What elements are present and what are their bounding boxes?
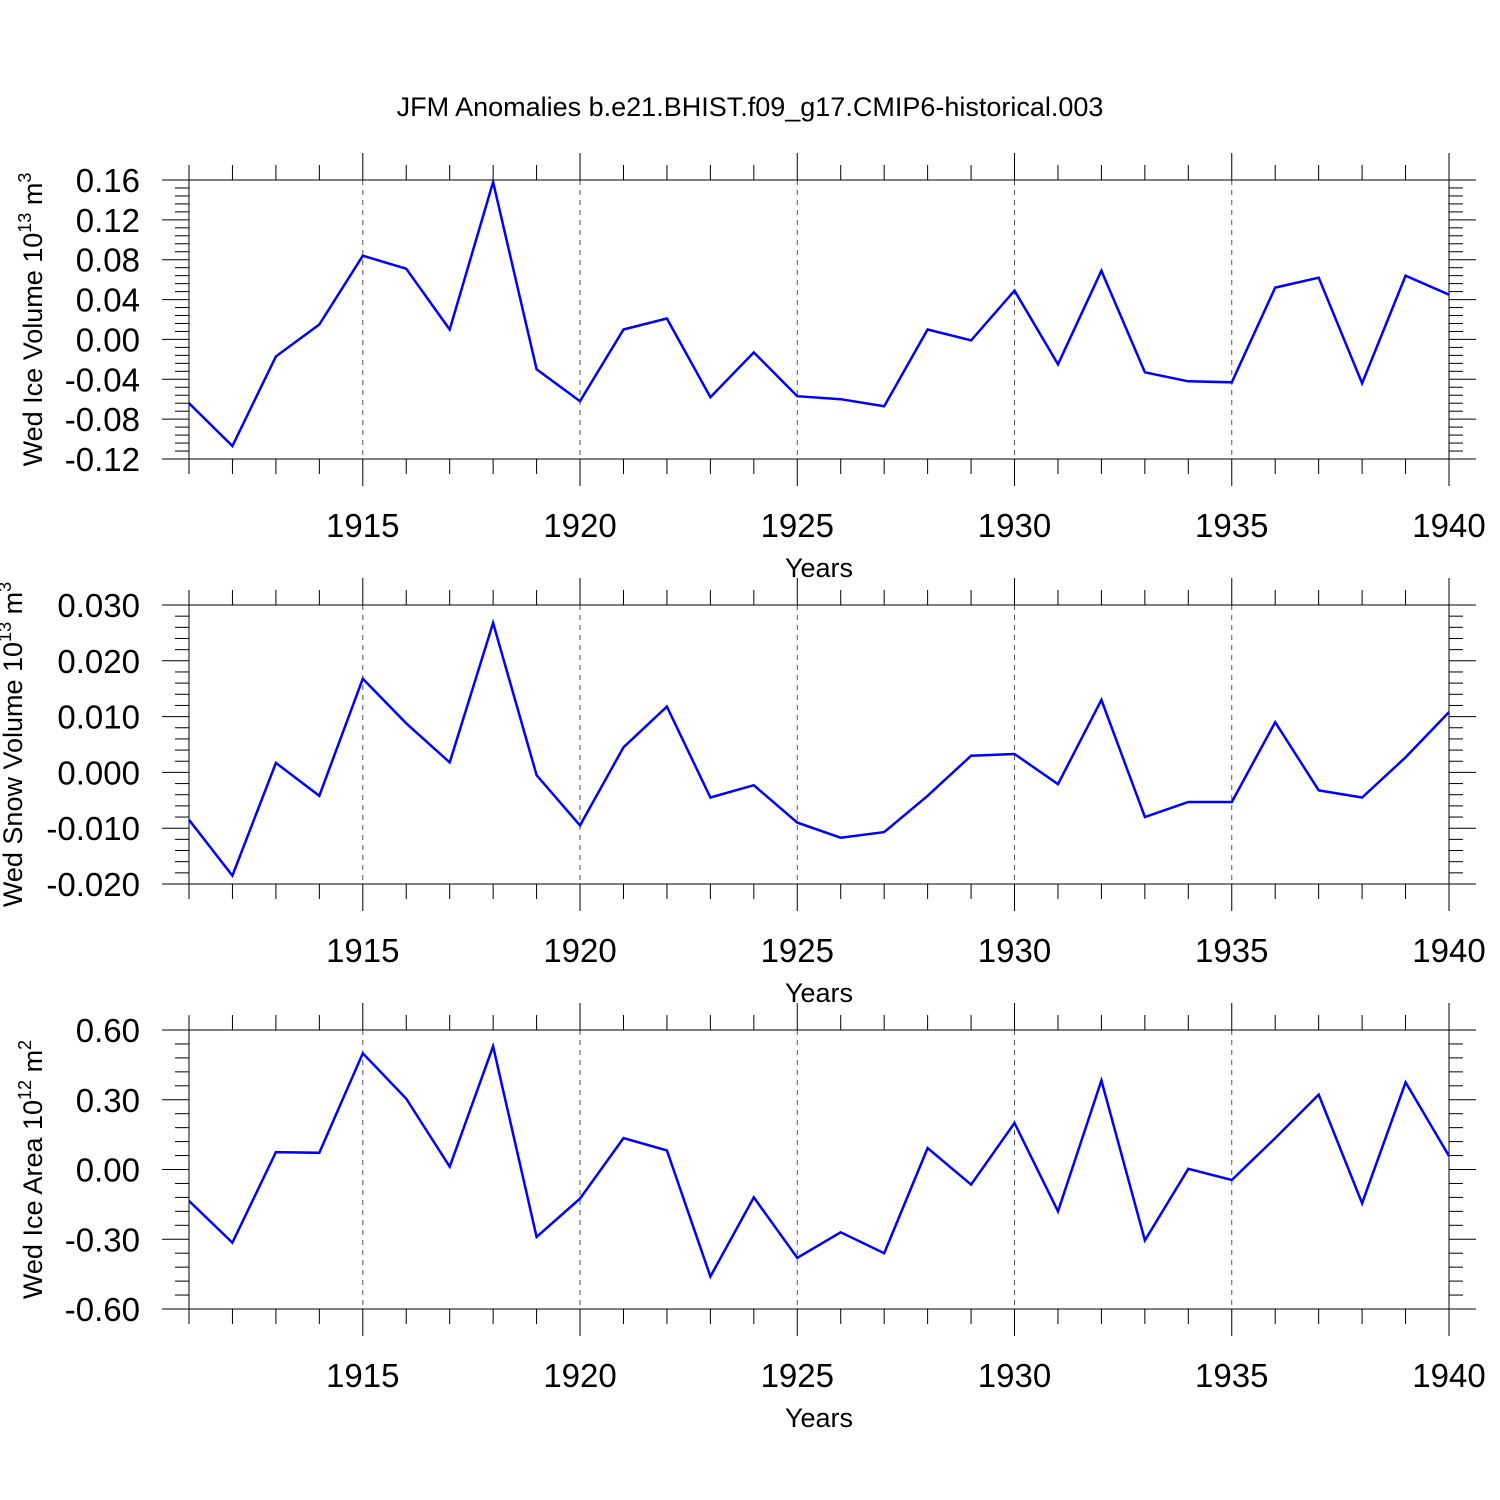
plot-frame: [188, 179, 1450, 460]
y-tick-label: 0.16: [76, 162, 140, 199]
x-tick-label: 1925: [761, 932, 834, 969]
y-tick-label: 0.030: [57, 587, 140, 624]
x-tick-label: 1915: [326, 932, 399, 969]
x-axis-label: Years: [785, 1403, 853, 1433]
y-tick-label: -0.04: [65, 361, 140, 398]
y-tick-label: 0.12: [76, 202, 140, 239]
plot-frame: [188, 604, 1450, 885]
x-tick-label: 1935: [1195, 507, 1268, 544]
y-tick-label: -0.60: [65, 1291, 140, 1328]
x-tick-label: 1940: [1412, 932, 1485, 969]
x-axis-label: Years: [785, 978, 853, 1008]
x-tick-label: 1920: [543, 932, 616, 969]
y-tick-label: 0.00: [76, 1152, 140, 1189]
y-tick-label: -0.30: [65, 1221, 140, 1258]
y-tick-label: 0.020: [57, 643, 140, 680]
chart-panel-3: -0.60 -0.30 0.00 0.30 0.60 1915 1920 1925 1930 19…: [15, 1003, 1486, 1433]
x-tick-label: 1915: [326, 507, 399, 544]
x-tick-label: 1930: [978, 1357, 1051, 1394]
x-tick-label: 1930: [978, 932, 1051, 969]
y-tick-label: -0.010: [46, 810, 140, 847]
x-tick-label: 1915: [326, 1357, 399, 1394]
series-line: [188, 177, 1450, 449]
y-tick-label: 0.30: [76, 1082, 140, 1119]
x-tick-label: 1930: [978, 507, 1051, 544]
x-tick-label: 1925: [761, 1357, 834, 1394]
y-tick-label: -0.12: [65, 441, 140, 478]
y-tick-label: 0.60: [76, 1012, 140, 1049]
y-axis-label: Wed Ice Area 1012 m2: [15, 1040, 48, 1299]
y-tick-label: -0.08: [65, 401, 140, 438]
y-tick-label: -0.020: [46, 866, 140, 903]
x-tick-label: 1940: [1412, 1357, 1485, 1394]
y-tick-label: 0.010: [57, 699, 140, 736]
x-axis-label: Years: [785, 553, 853, 583]
x-tick-label: 1935: [1195, 1357, 1268, 1394]
x-tick-label: 1940: [1412, 507, 1485, 544]
x-tick-label: 1935: [1195, 932, 1268, 969]
chart-panel-2: -0.020 -0.010 0.000 0.010 0.020 0.030 1915 1920…: [0, 578, 1486, 1008]
plot-frame: [188, 1029, 1450, 1310]
y-tick-label: 0.000: [57, 754, 140, 791]
y-tick-label: 0.00: [76, 321, 140, 358]
x-tick-label: 1920: [543, 507, 616, 544]
chart-panel-1: -0.12-0.08-0.040.000.040.080.120.16 1915 1…: [15, 153, 1486, 583]
x-tick-label: 1925: [761, 507, 834, 544]
chart-title: JFM Anomalies b.e21.BHIST.f09_g17.CMIP6-…: [397, 92, 1104, 122]
y-axis-label: Wed Ice Volume 1013 m3: [15, 173, 48, 467]
y-tick-label: 0.08: [76, 242, 140, 279]
y-axis-label: Wed Snow Volume 1013 m3: [0, 582, 28, 907]
y-tick-label: 0.04: [76, 282, 140, 319]
series-line: [188, 618, 1450, 879]
x-tick-label: 1920: [543, 1357, 616, 1394]
series-line: [188, 1041, 1451, 1280]
